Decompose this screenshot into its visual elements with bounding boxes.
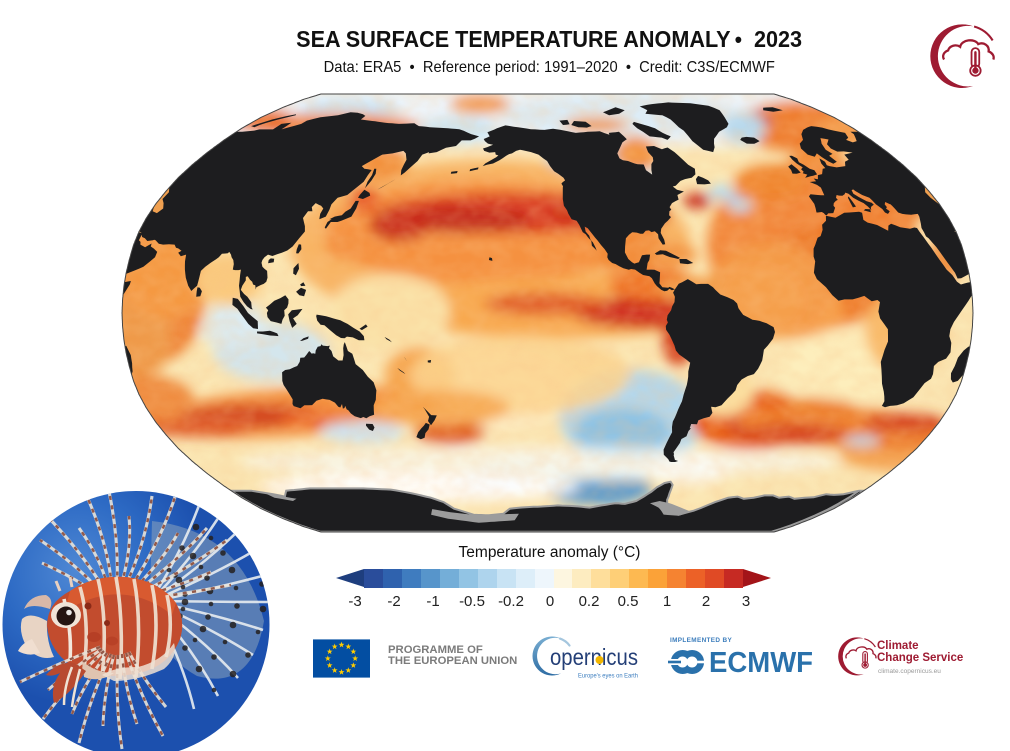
- svg-text:opernicus: opernicus: [550, 644, 638, 670]
- svg-text:Europe's eyes on Earth: Europe's eyes on Earth: [578, 673, 638, 680]
- svg-text:ECMWF: ECMWF: [709, 649, 813, 675]
